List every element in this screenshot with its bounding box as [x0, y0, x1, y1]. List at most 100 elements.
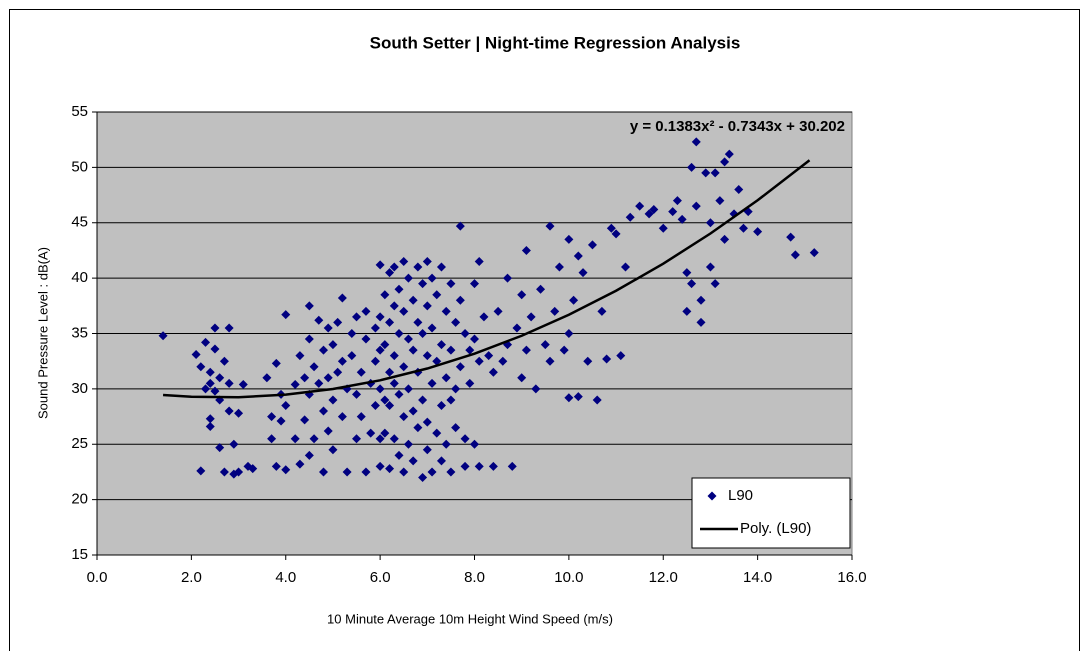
- scatter-point: [682, 268, 692, 278]
- scatter-point: [460, 461, 470, 471]
- scatter-point: [276, 416, 286, 426]
- scatter-point: [705, 262, 715, 272]
- scatter-point: [394, 284, 404, 294]
- scatter-point: [356, 367, 366, 377]
- scatter-point: [649, 204, 659, 214]
- scatter-point: [385, 268, 395, 278]
- scatter-point: [403, 384, 413, 394]
- x-tick-label: 12.0: [649, 569, 678, 586]
- scatter-point: [403, 439, 413, 449]
- scatter-point: [451, 384, 461, 394]
- scatter-point: [441, 373, 451, 383]
- scatter-point: [644, 209, 654, 219]
- scatter-point: [352, 434, 362, 444]
- scatter-point: [573, 251, 583, 261]
- scatter-point: [290, 379, 300, 389]
- scatter-point: [248, 464, 258, 474]
- scatter-point: [389, 434, 399, 444]
- scatter-point: [418, 395, 428, 405]
- scatter-point: [403, 273, 413, 283]
- scatter-point: [753, 227, 763, 237]
- scatter-point: [446, 467, 456, 477]
- scatter-point: [691, 137, 701, 147]
- scatter-point: [418, 279, 428, 289]
- scatter-point: [790, 250, 800, 260]
- scatter-point: [224, 323, 234, 333]
- scatter-point: [224, 378, 234, 388]
- scatter-point: [210, 323, 220, 333]
- scatter-point: [399, 257, 409, 267]
- scatter-point: [309, 362, 319, 372]
- scatter-point: [465, 378, 475, 388]
- scatter-point: [314, 315, 324, 325]
- scatter-point: [271, 461, 281, 471]
- scatter-point: [389, 262, 399, 272]
- scatter-point: [389, 351, 399, 361]
- scatter-point: [621, 262, 630, 272]
- scatter-point: [592, 395, 602, 405]
- scatter-point: [210, 386, 220, 396]
- y-tick-label: 35: [71, 324, 88, 341]
- scatter-point: [498, 356, 508, 366]
- scatter-point: [205, 378, 215, 388]
- scatter-point: [488, 461, 498, 471]
- scatter-point: [238, 379, 248, 389]
- scatter-point: [205, 422, 215, 432]
- scatter-point: [422, 417, 432, 427]
- scatter-point: [677, 214, 687, 224]
- scatter-point: [234, 408, 244, 418]
- scatter-point: [300, 415, 310, 425]
- scatter-point: [545, 356, 555, 366]
- scatter-point: [573, 392, 583, 402]
- scatter-point: [342, 467, 352, 477]
- scatter-point: [370, 400, 380, 410]
- scatter-point: [337, 293, 347, 303]
- scatter-point: [597, 306, 607, 316]
- scatter-point: [408, 406, 418, 416]
- scatter-point: [559, 345, 569, 355]
- x-axis-label: 10 Minute Average 10m Height Wind Speed …: [327, 611, 613, 626]
- scatter-point: [418, 472, 428, 482]
- scatter-point: [267, 412, 277, 422]
- scatter-point: [347, 351, 357, 361]
- scatter-point: [460, 434, 470, 444]
- scatter-point: [705, 218, 715, 228]
- scatter-point: [427, 323, 437, 333]
- scatter-point: [687, 162, 697, 172]
- scatter-point: [517, 290, 527, 300]
- scatter-point: [413, 317, 423, 327]
- scatter-point: [304, 450, 314, 460]
- scatter-point: [205, 414, 215, 424]
- scatter-point: [451, 423, 461, 433]
- scatter-point: [319, 467, 328, 477]
- scatter-point: [234, 467, 244, 477]
- scatter-point: [583, 356, 593, 366]
- scatter-point: [672, 196, 682, 206]
- y-tick-label: 55: [71, 103, 88, 120]
- scatter-point: [418, 329, 428, 338]
- scatter-point: [512, 323, 522, 333]
- scatter-point: [470, 439, 479, 449]
- legend-symbol: [707, 491, 717, 501]
- x-tick-label: 14.0: [743, 569, 772, 586]
- y-axis-label: Sound Pressure Level : dB(A): [35, 247, 50, 419]
- scatter-point: [484, 351, 494, 361]
- scatter-point: [323, 426, 333, 436]
- scatter-point: [380, 340, 390, 350]
- scatter-point: [446, 395, 456, 405]
- scatter-point: [569, 295, 579, 305]
- scatter-point: [337, 412, 347, 422]
- x-tick-label: 6.0: [370, 569, 391, 586]
- scatter-point: [488, 367, 498, 377]
- y-tick-label: 40: [71, 269, 88, 286]
- scatter-point: [427, 378, 437, 388]
- scatter-point: [474, 461, 484, 471]
- scatter-point: [696, 317, 706, 327]
- scatter-point: [370, 323, 380, 333]
- scatter-point: [616, 351, 626, 361]
- scatter-point: [531, 384, 541, 394]
- scatter-point: [436, 456, 446, 466]
- scatter-point: [536, 284, 546, 294]
- x-tick-label: 8.0: [464, 569, 485, 586]
- scatter-point: [587, 240, 597, 250]
